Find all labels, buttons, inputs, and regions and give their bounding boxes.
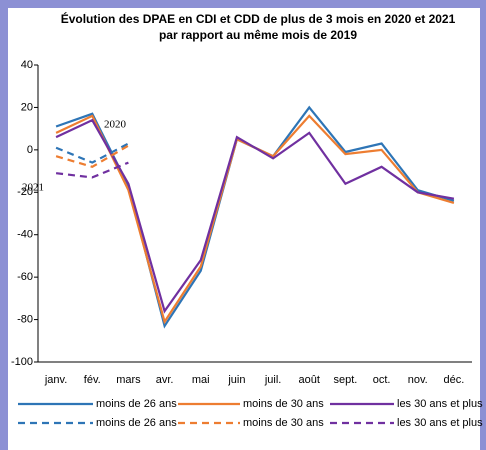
- y-tick-label: -40: [17, 229, 33, 241]
- x-tick-label: fév.: [84, 374, 101, 386]
- y-tick-label: -100: [11, 356, 33, 368]
- annotation: 2020: [104, 119, 127, 131]
- series-line: [55, 161, 129, 179]
- x-tick-label: sept.: [333, 374, 357, 386]
- legend-label: moins de 26 ans: [96, 417, 177, 429]
- legend-label: les 30 ans et plus: [397, 398, 483, 410]
- x-tick-label: janv.: [44, 374, 67, 386]
- x-tick-label: oct.: [373, 374, 391, 386]
- y-tick-label: 0: [27, 144, 33, 156]
- legend-label: les 30 ans et plus: [397, 417, 483, 429]
- chart-title: Évolution des DPAE en CDI et CDD de plus…: [61, 11, 456, 26]
- chart-background: [8, 8, 480, 450]
- chart-title: par rapport au même mois de 2019: [159, 28, 357, 42]
- x-tick-label: avr.: [156, 374, 174, 386]
- x-tick-label: déc.: [444, 374, 465, 386]
- series-line: [55, 118, 455, 314]
- x-tick-label: mars: [116, 374, 141, 386]
- legend-label: moins de 30 ans: [243, 398, 324, 410]
- y-tick-label: 20: [21, 101, 33, 113]
- y-tick-label: -60: [17, 271, 33, 283]
- legend-label: moins de 26 ans: [96, 398, 177, 410]
- y-tick-label: -20: [17, 186, 33, 198]
- x-tick-label: mai: [192, 374, 210, 386]
- legend-label: moins de 30 ans: [243, 417, 324, 429]
- x-tick-label: juin: [227, 374, 245, 386]
- series-line: [55, 142, 129, 164]
- y-tick-label: 40: [21, 59, 33, 71]
- x-tick-label: nov.: [408, 374, 428, 386]
- x-tick-label: juil.: [264, 374, 282, 386]
- x-tick-label: août: [299, 374, 320, 386]
- y-tick-label: -80: [17, 313, 33, 325]
- series-line: [55, 144, 129, 169]
